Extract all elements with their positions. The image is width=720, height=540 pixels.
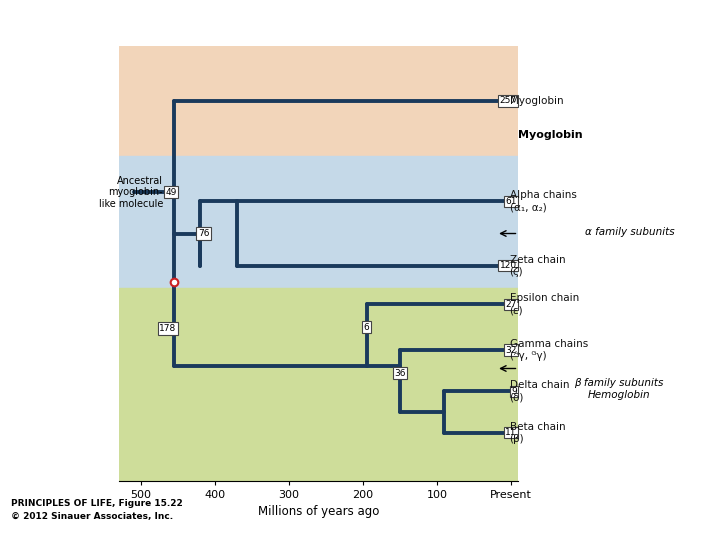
Text: 11: 11 bbox=[505, 428, 517, 437]
Bar bbox=[119, 46, 518, 156]
Text: Beta chain
(β): Beta chain (β) bbox=[510, 422, 565, 443]
Text: Gamma chains
(ᴬγ, ᴳγ): Gamma chains (ᴬγ, ᴳγ) bbox=[510, 339, 588, 361]
Text: 178: 178 bbox=[159, 324, 176, 333]
Text: Zeta chain
(ζ): Zeta chain (ζ) bbox=[510, 254, 565, 276]
Text: α family subunits: α family subunits bbox=[585, 227, 675, 237]
Text: 257: 257 bbox=[500, 96, 517, 105]
Text: 49: 49 bbox=[165, 188, 176, 197]
Text: 9: 9 bbox=[511, 387, 517, 396]
Text: Myoglobin: Myoglobin bbox=[518, 130, 583, 140]
Text: Epsilon chain
(ε): Epsilon chain (ε) bbox=[510, 293, 579, 315]
Text: Myoglobin: Myoglobin bbox=[510, 96, 563, 106]
Text: 32: 32 bbox=[505, 346, 517, 355]
Text: Ancestral
myoglobin-
like molecule: Ancestral myoglobin- like molecule bbox=[99, 176, 171, 209]
Text: β family subunits
Hemoglobin: β family subunits Hemoglobin bbox=[575, 377, 664, 400]
Bar bbox=[119, 156, 518, 288]
Text: Delta chain
(δ): Delta chain (δ) bbox=[510, 380, 569, 402]
Text: 76: 76 bbox=[198, 229, 210, 238]
Text: 27: 27 bbox=[505, 300, 517, 309]
Text: 120: 120 bbox=[500, 261, 517, 270]
X-axis label: Millions of years ago: Millions of years ago bbox=[258, 505, 379, 518]
Text: 36: 36 bbox=[395, 369, 406, 377]
Bar bbox=[119, 288, 518, 503]
Text: Figure 15.22  A Globin Family Gene Tree: Figure 15.22 A Globin Family Gene Tree bbox=[9, 11, 301, 26]
Text: Alpha chains
(α₁, α₂): Alpha chains (α₁, α₂) bbox=[510, 191, 577, 212]
Text: PRINCIPLES OF LIFE, Figure 15.22
© 2012 Sinauer Associates, Inc.: PRINCIPLES OF LIFE, Figure 15.22 © 2012 … bbox=[11, 500, 183, 521]
Text: 6: 6 bbox=[364, 323, 369, 332]
Text: 61: 61 bbox=[505, 197, 517, 206]
